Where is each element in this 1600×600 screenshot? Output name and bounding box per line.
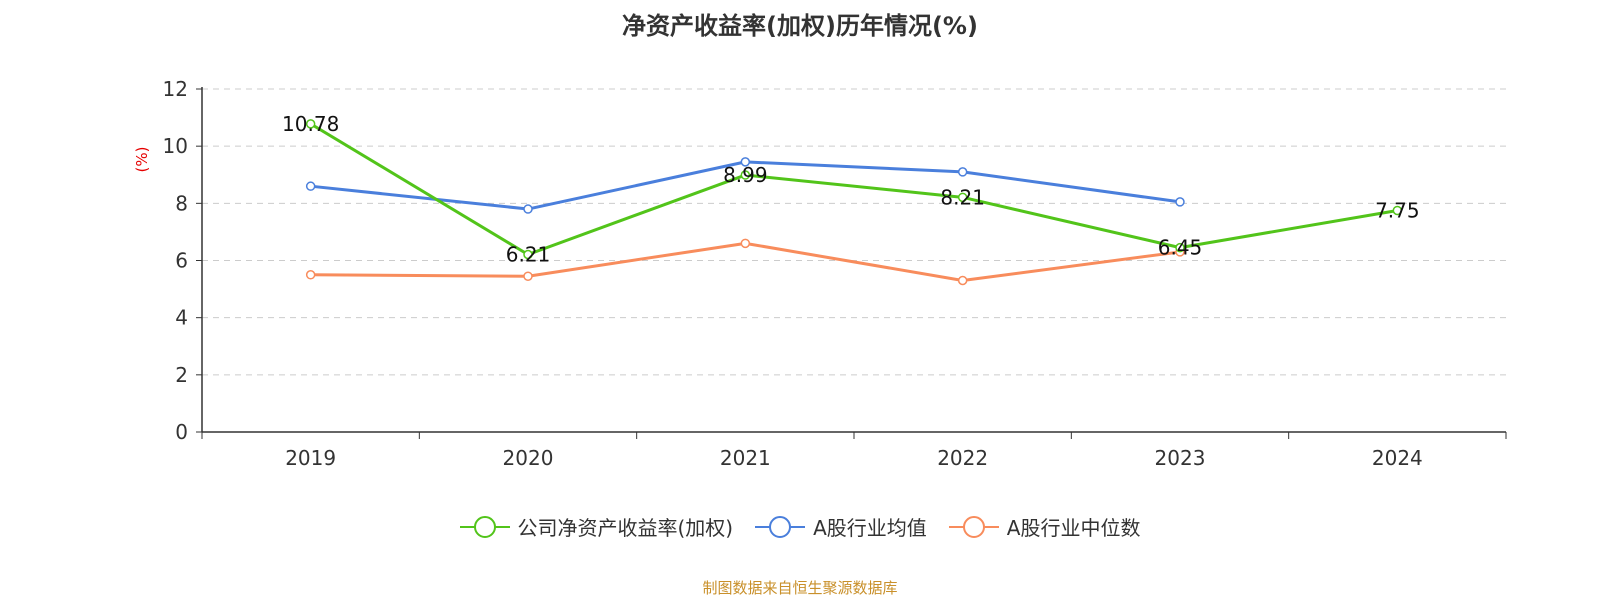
source-note: 制图数据来自恒生聚源数据库 <box>702 579 898 597</box>
data-label: 8.99 <box>723 163 768 187</box>
data-label: 6.21 <box>506 242 551 266</box>
y-tick-label: 8 <box>175 191 188 215</box>
data-point <box>523 204 533 214</box>
data-point <box>740 238 751 249</box>
data-point <box>957 192 968 203</box>
chart-title: 净资产收益率(加权)历年情况(%) <box>622 12 978 40</box>
x-tick-label: 2024 <box>1372 446 1423 470</box>
legend-swatch <box>948 515 999 539</box>
x-tick-label: 2023 <box>1155 446 1206 470</box>
y-tick-label: 2 <box>175 363 188 387</box>
data-point <box>305 119 316 129</box>
legend-item[interactable]: A股行业中位数 <box>948 512 1141 541</box>
data-label: 7.75 <box>1375 198 1420 222</box>
axes: 0 2 4 6 8 10 12 2019 2020 2021 2022 2023 2024 (%) <box>133 77 1507 470</box>
data-labels: 10.78 6.21 8.99 8.21 6.45 7.75 <box>282 112 1420 267</box>
data-point <box>740 170 751 180</box>
series-line <box>309 122 1398 256</box>
data-point <box>305 181 316 191</box>
y-tick-label: 12 <box>163 77 188 101</box>
grid-lines <box>202 88 1506 376</box>
y-tick-label: 10 <box>163 134 188 158</box>
legend-swatch <box>755 515 806 539</box>
legend-label: A股行业均值 <box>813 516 927 540</box>
data-point <box>305 270 316 280</box>
data-point <box>1175 242 1185 253</box>
legend-item[interactable]: 公司净资产收益率(加权) <box>459 512 734 541</box>
data-label: 10.78 <box>282 112 339 136</box>
data-point <box>740 157 751 167</box>
series-line <box>310 241 1181 283</box>
x-tick-label: 2020 <box>503 446 554 470</box>
y-tick-label: 4 <box>175 306 188 330</box>
legend-swatch <box>459 515 510 539</box>
y-axis-label: (%) <box>133 147 151 173</box>
legend-label: A股行业中位数 <box>1006 516 1141 540</box>
data-point <box>523 249 533 260</box>
y-tick-label: 0 <box>175 420 188 444</box>
series-lines <box>305 119 1403 286</box>
data-point <box>1392 205 1403 216</box>
data-point <box>523 271 533 281</box>
legend-item[interactable]: A股行业均值 <box>755 512 927 541</box>
legend-label: 公司净资产收益率(加权) <box>517 516 734 540</box>
data-label: 6.45 <box>1158 236 1203 260</box>
x-tick-label: 2022 <box>937 446 988 470</box>
legend: 公司净资产收益率(加权) A股行业均值 A股行业中位数 <box>0 512 1600 541</box>
data-label: 8.21 <box>940 185 985 209</box>
data-point <box>957 275 968 286</box>
data-point <box>1175 197 1185 207</box>
x-tick-label: 2021 <box>720 446 771 470</box>
y-tick-label: 6 <box>175 249 188 273</box>
data-point <box>957 167 968 177</box>
x-tick-label: 2019 <box>285 446 336 470</box>
